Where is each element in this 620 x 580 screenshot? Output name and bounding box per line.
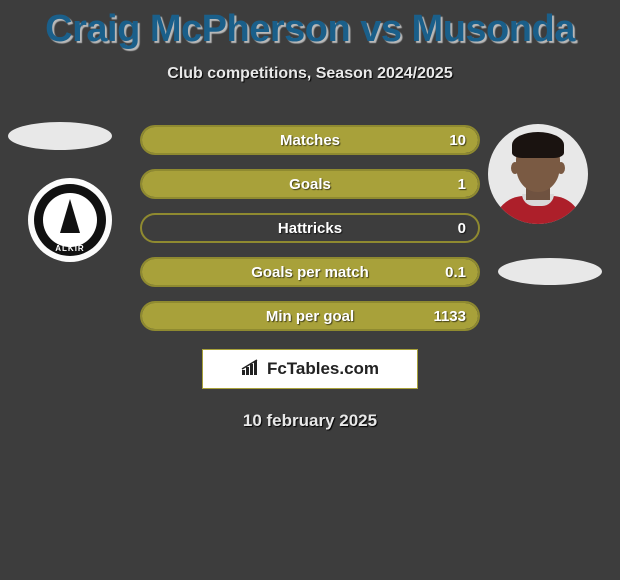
player-left-placeholder-ellipse	[8, 122, 112, 150]
stat-label: Goals per match	[251, 264, 369, 281]
stat-label: Goals	[289, 176, 331, 193]
brand-text: FcTables.com	[267, 359, 379, 379]
club-badge-left: ALKIR	[28, 178, 112, 262]
stat-value-right: 0	[458, 220, 466, 237]
page-title: Craig McPherson vs Musonda	[0, 0, 620, 51]
player-right-avatar	[488, 124, 588, 224]
stat-row: Goals 1	[140, 169, 480, 199]
stat-row: Hattricks 0	[140, 213, 480, 243]
stat-label: Hattricks	[278, 220, 342, 237]
stat-value-right: 10	[449, 132, 466, 149]
stat-value-right: 1	[458, 176, 466, 193]
date-text: 10 february 2025	[0, 411, 620, 431]
stat-row: Min per goal 1133	[140, 301, 480, 331]
stat-row: Goals per match 0.1	[140, 257, 480, 287]
stat-value-right: 0.1	[445, 264, 466, 281]
steeple-icon	[60, 199, 80, 233]
bar-chart-icon	[241, 358, 263, 381]
stat-label: Min per goal	[266, 308, 354, 325]
brand-box: FcTables.com	[202, 349, 418, 389]
stat-label: Matches	[280, 132, 340, 149]
stat-row: Matches 10	[140, 125, 480, 155]
stat-value-right: 1133	[433, 308, 466, 325]
club-abbrev-left: ALKIR	[55, 244, 84, 253]
subtitle: Club competitions, Season 2024/2025	[0, 65, 620, 83]
player-right-club-placeholder-ellipse	[498, 258, 602, 285]
